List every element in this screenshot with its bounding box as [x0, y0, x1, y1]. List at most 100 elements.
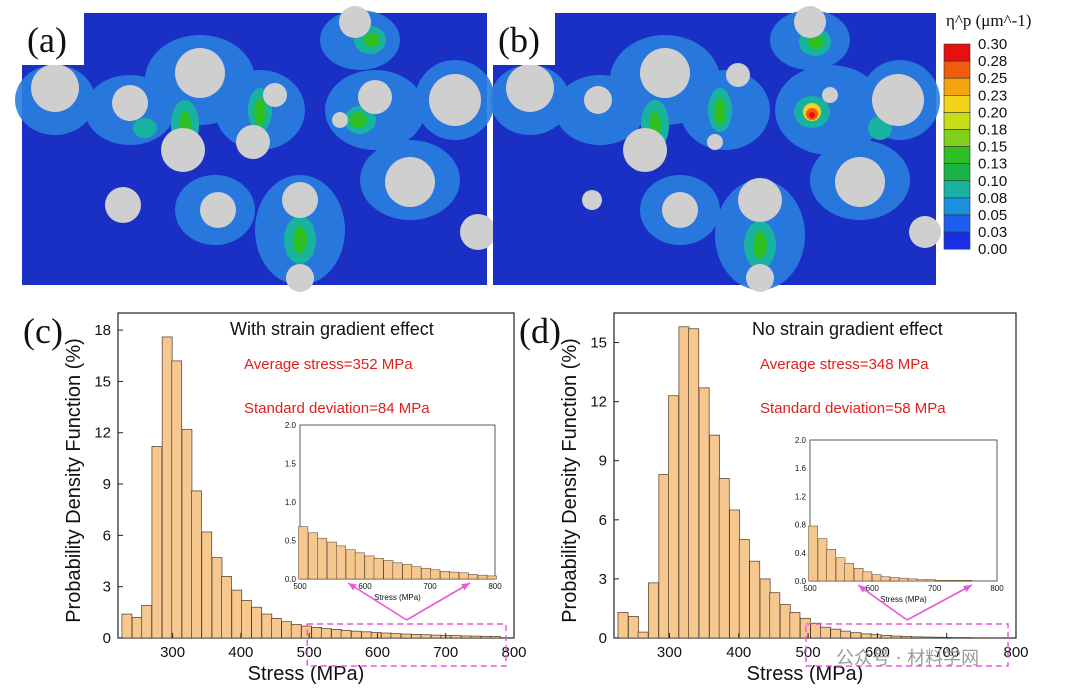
histogram-bar — [400, 633, 412, 639]
panel-letter-a: (a) — [27, 20, 67, 60]
histogram-bar — [637, 631, 649, 639]
zoom-arrow — [906, 584, 973, 621]
histogram-bar — [241, 600, 252, 639]
annotation-title: With strain gradient effect — [230, 319, 434, 339]
histogram-bar — [658, 474, 670, 639]
colorbar-tick-label: 0.18 — [978, 122, 1007, 139]
x-tick-label: 300 — [657, 644, 682, 661]
histogram-bar — [789, 612, 801, 639]
inset-bar — [853, 568, 864, 582]
histogram-bar — [121, 613, 133, 639]
zoom-arrow-head — [858, 585, 867, 593]
colorbar-tick-label: 0.03 — [978, 224, 1007, 241]
high-strain-bands — [649, 35, 824, 259]
histogram-bar — [799, 617, 811, 639]
histogram-bar — [380, 632, 392, 639]
colorbar-tick-label: 0.13 — [978, 156, 1007, 173]
histogram-bar — [320, 628, 332, 639]
y-tick-label: 0 — [103, 630, 111, 647]
histogram-bar — [759, 578, 771, 639]
colorbar-swatch — [943, 146, 971, 165]
histogram-bar — [350, 630, 362, 639]
histogram-bar — [921, 636, 932, 639]
histogram-bar — [648, 582, 659, 639]
y-tick-label: 6 — [599, 512, 607, 529]
inset-x-axis-label: Stress (MPa) — [374, 593, 421, 602]
inset-bar — [335, 545, 346, 580]
histogram-bar — [331, 629, 342, 639]
colorbar-tick-label: 0.20 — [978, 104, 1007, 121]
inset-bar — [458, 572, 469, 580]
inset-bar — [835, 557, 846, 582]
y-tick-label: 15 — [94, 373, 111, 390]
y-tick-label: 0 — [599, 630, 607, 647]
histogram-bar — [151, 446, 163, 639]
colorbar-swatch — [943, 231, 971, 250]
histogram-bar — [361, 631, 372, 639]
panel-letter-b: (b) — [498, 20, 540, 60]
contour-panel-a: (a) — [15, 6, 496, 292]
x-tick-label: 800 — [1003, 644, 1028, 661]
histogram-bar — [931, 636, 943, 639]
colorbar-tick-label: 0.23 — [978, 87, 1007, 104]
x-tick-label: 600 — [365, 644, 390, 661]
std-deviation-label: Standard deviation=58 MPa — [760, 400, 946, 417]
histogram-bar — [709, 434, 720, 639]
histogram-bar — [860, 633, 872, 639]
histogram-bar — [411, 634, 422, 639]
zoom-arrow — [857, 584, 908, 621]
histogram-bar — [340, 629, 352, 639]
inset-bar — [354, 552, 365, 580]
inset-x-tick-label: 700 — [423, 582, 437, 591]
inset-bar — [411, 566, 422, 580]
inset-x-tick-label: 600 — [866, 584, 880, 593]
histogram-bar — [678, 326, 690, 639]
panel-letter: (d) — [519, 311, 561, 351]
histogram-bar — [810, 622, 822, 639]
std-deviation-label: Standard deviation=84 MPa — [244, 400, 430, 417]
inset-y-tick-label: 0.0 — [795, 577, 807, 586]
histogram-panel-c: 300 400 500 600 700 800 0 3 6 9 12 15 18 Stress (MPa)… — [23, 311, 527, 685]
zoom-arrow — [347, 582, 408, 621]
inset-bar — [817, 538, 828, 582]
colorbar-swatch — [943, 163, 971, 182]
inset-y-tick-label: 0.4 — [795, 549, 807, 558]
inset-bar — [317, 537, 328, 580]
inset-bar — [373, 557, 384, 580]
inset-bar — [345, 549, 356, 580]
colorbar-tick-label: 0.00 — [978, 241, 1007, 258]
y-tick-label: 12 — [94, 425, 111, 442]
inset-x-tick-label: 500 — [803, 584, 817, 593]
histogram-bar — [738, 539, 750, 639]
x-tick-label: 500 — [796, 644, 821, 661]
letter-backdrop — [493, 13, 555, 65]
histogram-bar — [668, 395, 680, 639]
histogram-bar — [171, 360, 183, 639]
inset-bar — [364, 555, 375, 580]
histogram-bar — [161, 336, 173, 639]
inset-bar — [298, 526, 309, 580]
inset-bar — [826, 549, 836, 582]
histogram-bar — [749, 560, 761, 639]
y-tick-label: 18 — [94, 322, 111, 339]
inset-bar — [926, 579, 936, 582]
inset-bar — [383, 560, 394, 580]
y-tick-label: 15 — [590, 335, 607, 352]
inset-y-tick-label: 0.5 — [285, 537, 297, 546]
colorbar-swatch — [943, 95, 971, 113]
average-stress-label: Average stress=348 MPa — [760, 356, 929, 373]
histogram-bar — [729, 509, 741, 639]
inset-bar — [308, 532, 318, 580]
inset-bar — [430, 569, 441, 580]
histogram-bar — [911, 636, 923, 639]
inset-bar — [449, 571, 460, 580]
histogram-bar — [430, 634, 442, 639]
x-axis-label: Stress (MPa) — [248, 663, 365, 685]
inset-bar — [890, 577, 900, 582]
histogram-bar — [450, 635, 462, 639]
histogram-bar — [480, 635, 492, 639]
x-tick-label: 700 — [934, 644, 959, 661]
inset-bar — [402, 564, 413, 580]
histogram-bar — [131, 617, 143, 639]
x-tick-label: 800 — [501, 644, 526, 661]
